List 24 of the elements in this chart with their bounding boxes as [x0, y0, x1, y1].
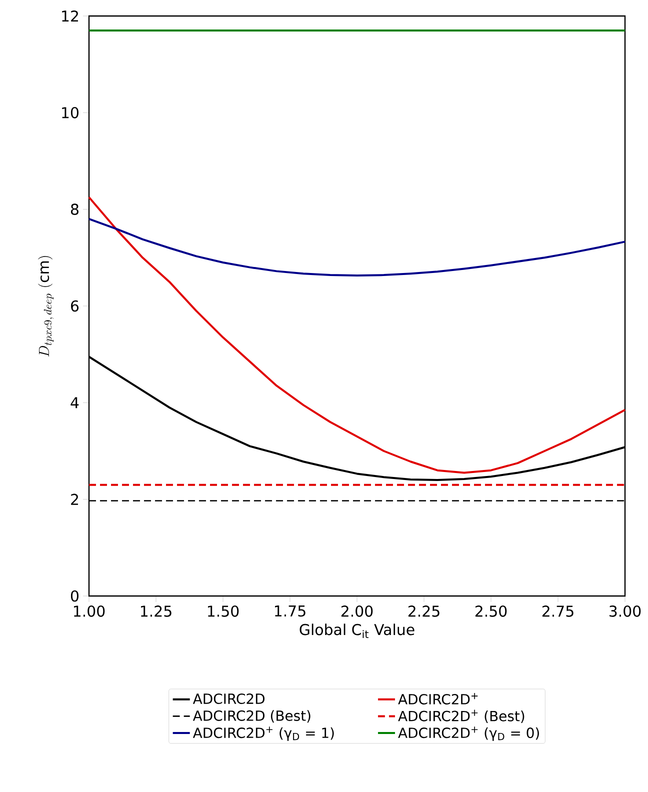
- legend-label: ADCIRC2D (Best): [192, 710, 310, 723]
- y-tick-label: 0: [70, 590, 78, 602]
- y-tick-label: 10: [62, 107, 78, 118]
- legend-label: ADCIRC2D: [192, 693, 264, 704]
- x-tick-label: 3.00: [610, 606, 641, 617]
- x-tick-label: 1.25: [141, 606, 172, 617]
- x-tick-label: 1.00: [74, 606, 105, 617]
- x-tick-label: 1.75: [275, 606, 306, 617]
- x-tick-label: 2.25: [408, 606, 440, 617]
- x-tick-label: 2.75: [542, 606, 574, 617]
- x-tick-label: 2.00: [341, 606, 373, 617]
- x-axis-title: Global C$_{it}$ Value: [300, 624, 414, 638]
- y-tick-label: 8: [70, 204, 78, 215]
- x-tick-label: 1.50: [208, 606, 239, 617]
- y-axis-title: $D_{tpxc9,\,deep}\ \mathrm{(cm)}$: [38, 256, 54, 357]
- legend-label: ADCIRC2D$^{+}$ (Best): [398, 710, 524, 723]
- y-tick-label: 4: [70, 397, 79, 408]
- legend-label: ADCIRC2D$^{+}$ (γ$_{D}$ = 0): [398, 726, 539, 741]
- x-tick-label: 2.50: [475, 606, 507, 617]
- legend-label: ADCIRC2D$^{+}$: [398, 692, 478, 705]
- y-tick-label: 2: [71, 494, 78, 505]
- y-tick-label: 6: [71, 300, 79, 312]
- y-tick-label: 12: [62, 10, 78, 22]
- legend-label: ADCIRC2D$^{+}$ (γ$_{D}$ = 1): [192, 726, 334, 741]
